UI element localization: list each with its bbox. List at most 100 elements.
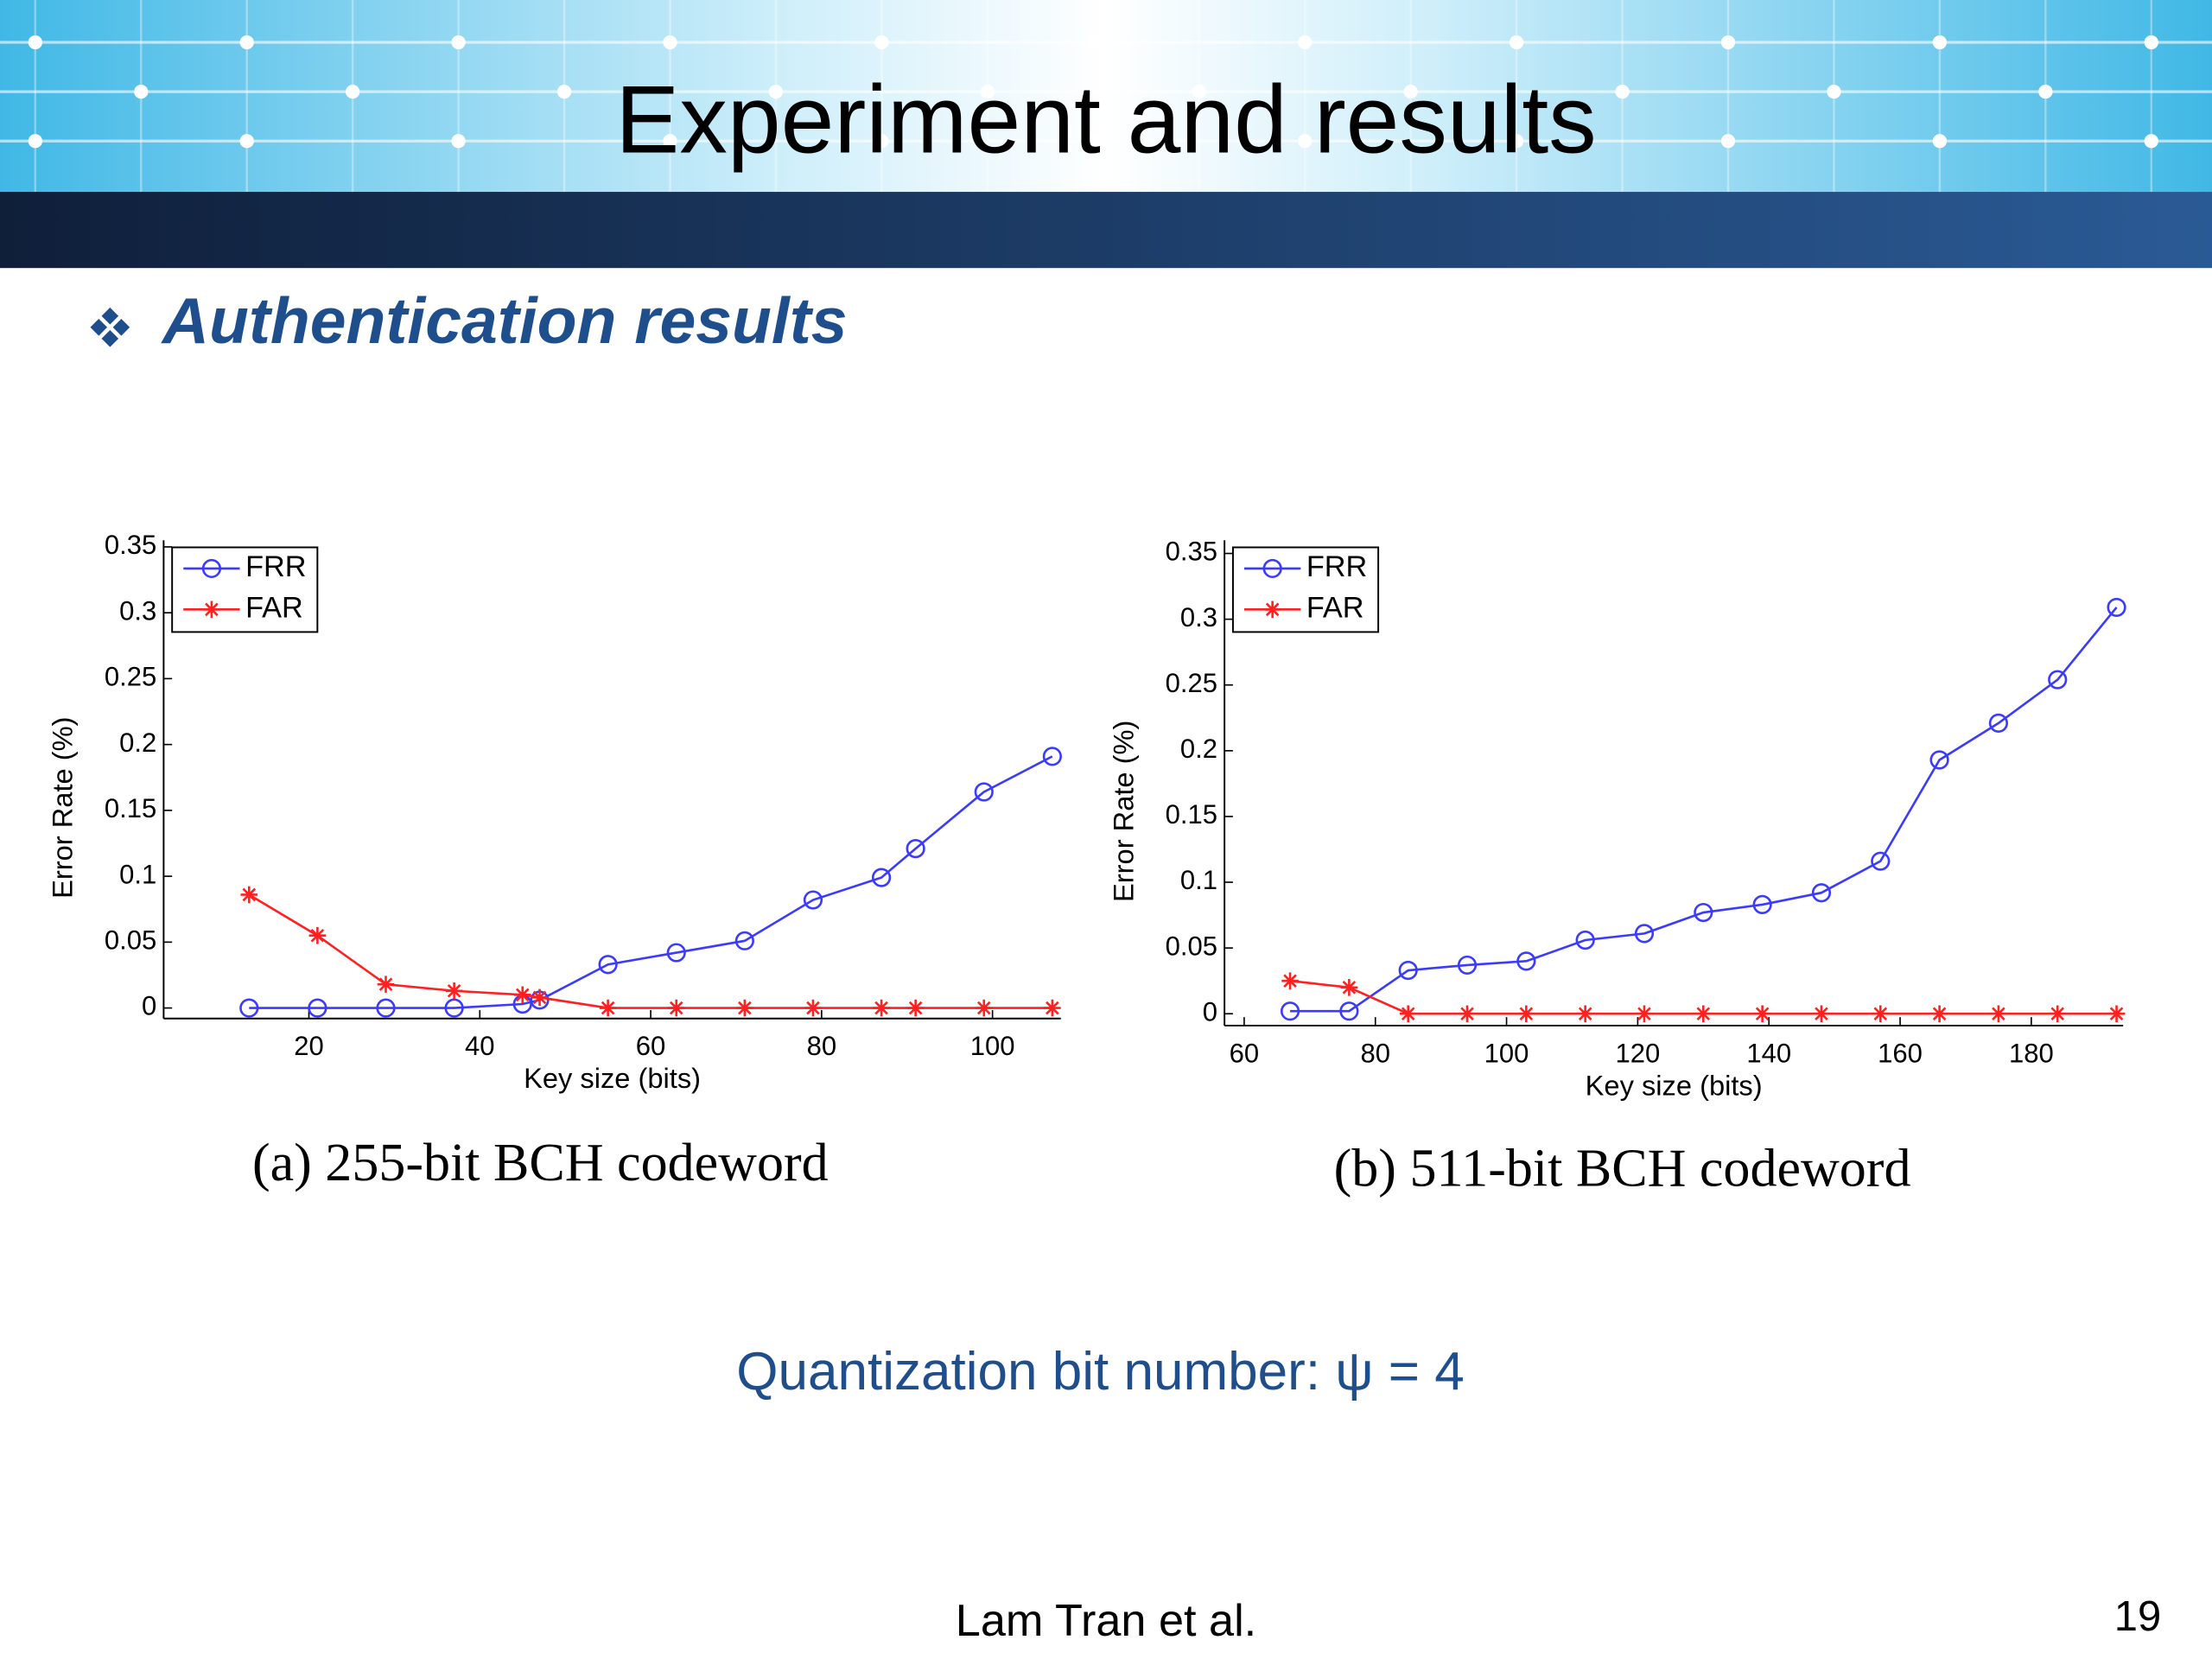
pattern-dot	[874, 35, 889, 50]
pattern-dot	[1192, 84, 1206, 99]
y-tick-label: 0	[142, 991, 156, 1021]
x-tick-label: 160	[1878, 1038, 1923, 1068]
x-tick-label: 140	[1746, 1038, 1791, 1068]
marker	[734, 931, 754, 950]
marker	[1990, 1005, 2007, 1023]
legend-marker	[201, 558, 221, 579]
y-tick-label: 0.35	[105, 530, 156, 560]
marker	[377, 976, 395, 993]
chart: 0 0.05 0.1 0.15 0.2 0.25 0.3 0.35 60 80 100 120 140 1…	[1107, 537, 2126, 1198]
x-tick-label: 80	[807, 1031, 837, 1061]
legend-marker	[203, 601, 220, 619]
marker	[239, 998, 259, 1018]
marker	[736, 999, 753, 1017]
pattern-dot	[451, 35, 466, 50]
x-axis-label: Key size (bits)	[1586, 1069, 1763, 1101]
x-tick-label: 120	[1616, 1038, 1661, 1068]
marker	[308, 926, 327, 944]
pattern-dot	[2144, 35, 2158, 50]
marker	[1752, 894, 1772, 915]
y-tick-label: 0.2	[1180, 734, 1217, 764]
marker	[1634, 924, 1655, 944]
legend-label: FRR	[245, 550, 306, 583]
y-tick-label: 0.1	[119, 859, 156, 889]
marker	[1694, 902, 1713, 923]
x-axis-label: Key size (bits)	[524, 1062, 701, 1094]
marker	[531, 988, 549, 1007]
marker	[599, 999, 617, 1017]
marker	[1516, 951, 1536, 971]
marker	[1636, 1005, 1653, 1023]
bullet-icon	[90, 307, 130, 347]
marker	[667, 999, 685, 1017]
marker	[1753, 1005, 1771, 1023]
pattern-dot	[1932, 35, 1948, 50]
y-axis-label: Error Rate (%)	[1107, 721, 1139, 902]
pattern-dot	[1509, 134, 1524, 149]
pattern-dot	[2144, 134, 2158, 149]
marker	[1871, 851, 1891, 871]
caption: (b) 511-bit BCH codeword	[1334, 1140, 1911, 1198]
pattern-dot	[1403, 84, 1418, 99]
pattern-dot	[1827, 84, 1841, 99]
pattern-dot	[1086, 134, 1101, 149]
marker	[666, 943, 686, 963]
x-tick-label: 40	[465, 1031, 495, 1061]
y-tick-label: 0.35	[1166, 537, 1217, 567]
page-number: 19	[2114, 1593, 2161, 1640]
x-tick-label: 60	[636, 1031, 666, 1061]
pattern-dot	[451, 134, 466, 149]
marker	[1517, 1005, 1535, 1023]
pattern-dot	[663, 134, 677, 149]
legend-label: FAR	[1306, 591, 1364, 624]
pattern-dot	[28, 35, 42, 50]
y-tick-label: 0.05	[1166, 931, 1217, 961]
pattern-dot	[768, 84, 784, 99]
pattern-dot	[346, 84, 360, 99]
marker	[1042, 747, 1062, 766]
y-tick-label: 0.15	[1166, 799, 1217, 830]
marker	[906, 999, 925, 1017]
x-tick-label: 20	[294, 1031, 323, 1061]
pattern-dot	[28, 134, 42, 149]
marker	[803, 890, 823, 910]
x-tick-label: 100	[1484, 1038, 1529, 1068]
y-tick-label: 0.05	[105, 925, 156, 956]
chart: 0 0.05 0.1 0.15 0.2 0.25 0.3 0.35 20 40 60 80 100 Key…	[47, 530, 1062, 1192]
marker	[1339, 1001, 1359, 1021]
marker	[240, 886, 258, 904]
header-pattern	[0, 0, 2212, 193]
marker	[2049, 1005, 2067, 1023]
pattern-dot	[239, 134, 254, 149]
series-line	[1290, 607, 2118, 1013]
pattern-dot	[1298, 134, 1313, 149]
pattern-dot	[1615, 84, 1630, 99]
legend: FRR FAR	[1231, 546, 1380, 633]
pattern-dot	[1298, 35, 1313, 50]
marker	[804, 999, 822, 1017]
legend-marker	[1263, 601, 1281, 619]
footer: Lam Tran et al.	[956, 1596, 1256, 1646]
marker	[1575, 930, 1595, 950]
legend-marker	[1262, 558, 1282, 579]
marker	[1398, 960, 1418, 981]
marker	[376, 998, 396, 1018]
pattern-dot	[980, 84, 995, 99]
y-tick-label: 0.25	[1166, 668, 1217, 698]
marker	[1459, 1005, 1476, 1023]
y-tick-label: 0.3	[1180, 602, 1217, 632]
marker	[1340, 979, 1358, 996]
marker	[308, 998, 327, 1018]
header-band	[0, 192, 2212, 269]
y-axis-label: Error Rate (%)	[47, 716, 79, 898]
legend-label: FRR	[1306, 550, 1367, 583]
marker	[1930, 1005, 1948, 1023]
marker	[444, 998, 464, 1018]
pattern-dot	[1086, 35, 1101, 50]
marker	[871, 868, 892, 887]
marker	[1872, 1005, 1890, 1023]
marker	[873, 999, 890, 1017]
x-tick-label: 100	[970, 1031, 1015, 1061]
marker	[906, 838, 925, 859]
